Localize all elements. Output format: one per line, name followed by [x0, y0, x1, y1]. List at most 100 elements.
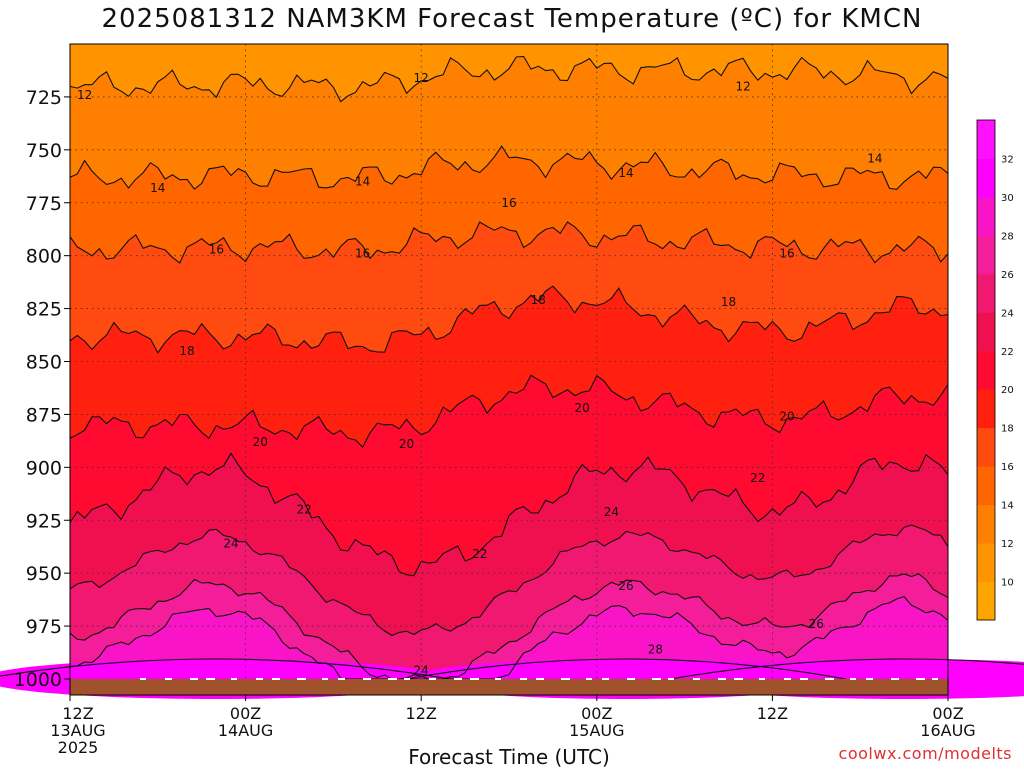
- ground-mark: [363, 678, 371, 680]
- ground-mark: [206, 678, 215, 680]
- y-tick-label: 825: [26, 299, 62, 321]
- contour-label: 24: [604, 505, 619, 519]
- contour-label: 18: [179, 344, 194, 358]
- contour-label: 16: [209, 242, 224, 256]
- ground-mark: [652, 678, 661, 680]
- x-tick-label: 12Z: [62, 704, 93, 723]
- colorbar-segment: [977, 427, 995, 467]
- ground-mark: [561, 678, 570, 680]
- ground-mark: [322, 678, 328, 680]
- contour-16: [69, 221, 949, 264]
- contour-label: 20: [575, 401, 590, 415]
- ground-mark: [256, 678, 263, 680]
- ground-mark: [668, 678, 674, 680]
- ground-mark: [338, 678, 345, 680]
- colorbar-label: 16: [1001, 462, 1014, 473]
- contour-core-2: [406, 658, 846, 680]
- ground-mark: [429, 678, 436, 680]
- contour-core-1: [0, 658, 451, 680]
- credit-link[interactable]: coolwx.com/modelts: [838, 744, 1012, 763]
- ground-mark: [932, 678, 938, 680]
- contour-label: 14: [355, 175, 370, 189]
- y-tick-label: 900: [26, 457, 62, 479]
- contour-label: 16: [501, 196, 516, 210]
- y-tick-label: 775: [26, 193, 62, 215]
- colorbar-segment: [977, 120, 995, 159]
- contour-18: [69, 285, 949, 354]
- colorbar-label: 12: [1001, 539, 1014, 550]
- surface-strip: [70, 678, 948, 695]
- colorbar-label: 26: [1001, 270, 1014, 281]
- ground-mark: [388, 678, 397, 680]
- ground-mark: [718, 678, 726, 680]
- y-tick-label: 725: [26, 87, 62, 109]
- colorbar-label: 18: [1001, 424, 1014, 435]
- contour-24: [69, 524, 949, 637]
- y-tick-label: 925: [26, 510, 62, 532]
- contour-core-3: [669, 658, 1024, 680]
- ground-mark: [297, 678, 306, 680]
- colorbar-label: 24: [1001, 308, 1014, 319]
- colorbar-segment: [977, 350, 995, 390]
- x-tick-label: 12Z: [757, 704, 788, 723]
- colorbar-frame: [976, 119, 996, 621]
- contour-label: 24: [223, 537, 238, 551]
- contour-label: 20: [399, 437, 414, 451]
- page-title: 2025081312 NAM3KM Forecast Temperature (…: [101, 4, 923, 34]
- colorbar-segment: [977, 389, 995, 429]
- colorbar-segment: [977, 235, 995, 275]
- contour-label: 18: [531, 293, 546, 307]
- y-tick-label: 950: [26, 563, 62, 585]
- x-tick-label: 12Z: [406, 704, 437, 723]
- colorbar: 10 12 14 16 18 20 22 24 26 28 30 32: [976, 119, 1014, 621]
- colorbar-segment: [977, 196, 995, 236]
- contour-label: 20: [253, 435, 268, 449]
- ground-mark: [866, 678, 873, 680]
- contour-label: 18: [721, 295, 736, 309]
- ground-mark: [470, 678, 479, 680]
- colorbar-segment: [977, 158, 995, 198]
- contour-label: 26: [809, 617, 824, 631]
- ground-mark: [891, 678, 899, 680]
- x-tick-label: 15AUG: [569, 721, 624, 740]
- colorbar-label: 10: [1001, 578, 1014, 589]
- contour-label: 16: [355, 247, 370, 261]
- contour-label: 12: [735, 79, 750, 93]
- contour-label: 20: [779, 410, 794, 424]
- ground-mark: [734, 678, 743, 680]
- contour-lines: [0, 55, 1024, 680]
- ground-mark: [536, 678, 544, 680]
- ground-mark: [602, 678, 609, 680]
- contour-22: [69, 452, 949, 577]
- colorbar-segment: [977, 543, 995, 583]
- x-tick-label: 00Z: [230, 704, 261, 723]
- contour-label: 28: [648, 642, 663, 656]
- contour-label: 22: [750, 471, 765, 485]
- ground-mark: [454, 678, 462, 680]
- contour-label: 14: [150, 181, 165, 195]
- colorbar-label: 32: [1001, 154, 1014, 165]
- ground-mark: [495, 678, 501, 680]
- contour-label: 12: [77, 88, 92, 102]
- ground-mark: [850, 678, 856, 680]
- ground-mark: [693, 678, 700, 680]
- x-axis-title: Forecast Time (UTC): [408, 745, 610, 769]
- contour-20: [69, 374, 949, 449]
- contour-26: [69, 573, 949, 680]
- y-axis: 725 750 775 800 825 850 875 900 925 950 975 1000: [14, 87, 70, 691]
- ground-mark: [140, 678, 146, 680]
- contour-label: 12: [414, 71, 429, 85]
- colorbar-segment: [977, 273, 995, 313]
- ground-mark: [759, 678, 765, 680]
- plot-frame: [69, 43, 949, 696]
- colorbar-label: 30: [1001, 193, 1014, 204]
- temperature-bands: [0, 44, 1024, 699]
- contour-14: [69, 145, 949, 190]
- x-tick-label: 13AUG: [50, 721, 105, 740]
- ground-mark: [800, 678, 808, 680]
- ground-mark: [627, 678, 635, 680]
- colorbar-segment: [977, 504, 995, 544]
- contour-label: 24: [414, 664, 429, 678]
- ground-mark: [586, 678, 592, 680]
